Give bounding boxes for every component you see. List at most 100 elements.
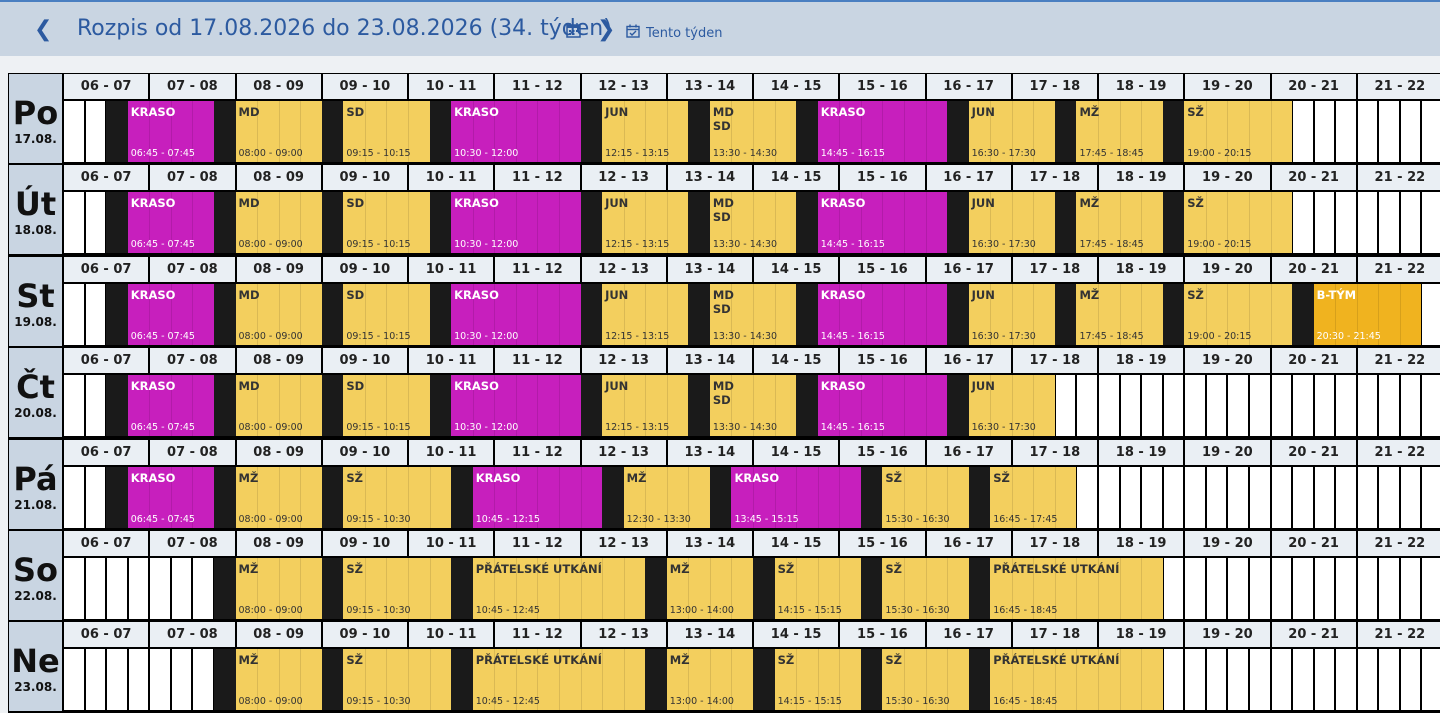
free-slot[interactable] — [1293, 467, 1313, 528]
booking-block[interactable]: MD SD 13:30 - 14:30 — [709, 192, 797, 253]
free-slot[interactable] — [1314, 101, 1335, 162]
booking-block[interactable]: KRASO 14:45 - 16:15 — [817, 284, 948, 345]
booking-block[interactable]: SD 09:15 - 10:15 — [343, 192, 430, 253]
free-slot[interactable] — [64, 284, 84, 345]
booking-block[interactable]: KRASO 10:45 - 12:15 — [472, 467, 603, 528]
booking-block[interactable]: MŽ 17:45 - 18:45 — [1076, 101, 1163, 162]
booking-block[interactable]: JUN 12:15 - 13:15 — [602, 284, 689, 345]
free-slot[interactable] — [1357, 375, 1378, 436]
booking-block[interactable]: SŽ 14:15 - 15:15 — [774, 649, 861, 710]
free-slot[interactable] — [107, 558, 127, 619]
free-slot[interactable] — [85, 649, 106, 710]
booking-block[interactable]: KRASO 10:30 - 12:00 — [451, 192, 581, 253]
free-slot[interactable] — [1357, 192, 1378, 253]
free-slot[interactable] — [1293, 558, 1313, 619]
booking-block[interactable]: SŽ 19:00 - 20:15 — [1184, 192, 1293, 253]
free-slot[interactable] — [1379, 649, 1399, 710]
free-slot[interactable] — [1336, 558, 1356, 619]
booking-block[interactable]: MŽ 17:45 - 18:45 — [1076, 284, 1163, 345]
free-slot[interactable] — [171, 558, 192, 619]
booking-block[interactable]: MŽ 17:45 - 18:45 — [1076, 192, 1163, 253]
booking-block[interactable]: SŽ 15:30 - 16:30 — [882, 467, 969, 528]
free-slot[interactable] — [1249, 649, 1270, 710]
free-slot[interactable] — [1314, 558, 1335, 619]
free-slot[interactable] — [64, 467, 84, 528]
free-slot[interactable] — [1400, 101, 1421, 162]
free-slot[interactable] — [1400, 649, 1421, 710]
free-slot[interactable] — [1228, 467, 1248, 528]
free-slot[interactable] — [1185, 467, 1205, 528]
booking-block[interactable]: KRASO 06:45 - 07:45 — [127, 467, 214, 528]
free-slot[interactable] — [1379, 467, 1399, 528]
booking-block[interactable]: MŽ 13:00 - 14:00 — [666, 558, 753, 619]
free-slot[interactable] — [1163, 375, 1184, 436]
free-slot[interactable] — [64, 101, 84, 162]
free-slot[interactable] — [1271, 375, 1292, 436]
booking-block[interactable]: JUN 16:30 - 17:30 — [968, 284, 1055, 345]
free-slot[interactable] — [1228, 558, 1248, 619]
free-slot[interactable] — [1422, 284, 1440, 345]
free-slot[interactable] — [1099, 375, 1119, 436]
free-slot[interactable] — [1314, 375, 1335, 436]
free-slot[interactable] — [1336, 192, 1356, 253]
free-slot[interactable] — [1314, 649, 1335, 710]
free-slot[interactable] — [107, 649, 127, 710]
free-slot[interactable] — [1120, 375, 1141, 436]
booking-block[interactable]: SD 09:15 - 10:15 — [343, 375, 430, 436]
free-slot[interactable] — [1185, 649, 1205, 710]
free-slot[interactable] — [1400, 467, 1421, 528]
booking-block[interactable]: MD SD 13:30 - 14:30 — [709, 375, 797, 436]
booking-block[interactable]: KRASO 14:45 - 16:15 — [817, 192, 948, 253]
booking-block[interactable]: KRASO 10:30 - 12:00 — [451, 284, 581, 345]
free-slot[interactable] — [1379, 375, 1399, 436]
free-slot[interactable] — [1379, 558, 1399, 619]
free-slot[interactable] — [1249, 558, 1270, 619]
booking-block[interactable]: MD SD 13:30 - 14:30 — [709, 284, 797, 345]
free-slot[interactable] — [1422, 375, 1440, 436]
free-slot[interactable] — [1142, 467, 1162, 528]
booking-block[interactable]: SŽ 16:45 - 17:45 — [990, 467, 1077, 528]
free-slot[interactable] — [1357, 467, 1378, 528]
booking-block[interactable]: KRASO 14:45 - 16:15 — [817, 101, 948, 162]
free-slot[interactable] — [1271, 467, 1292, 528]
this-week-button[interactable]: Tento týden — [626, 24, 722, 42]
free-slot[interactable] — [64, 375, 84, 436]
booking-block[interactable]: PŘÁTELSKÉ UTKÁNÍ 16:45 - 18:45 — [990, 649, 1163, 710]
free-slot[interactable] — [64, 558, 84, 619]
free-slot[interactable] — [1163, 649, 1184, 710]
booking-block[interactable]: KRASO 06:45 - 07:45 — [127, 284, 214, 345]
free-slot[interactable] — [1422, 192, 1440, 253]
free-slot[interactable] — [1206, 467, 1227, 528]
booking-block[interactable]: SŽ 09:15 - 10:30 — [343, 558, 452, 619]
free-slot[interactable] — [1163, 467, 1184, 528]
free-slot[interactable] — [85, 101, 106, 162]
free-slot[interactable] — [1055, 375, 1076, 436]
free-slot[interactable] — [1077, 375, 1097, 436]
free-slot[interactable] — [1314, 192, 1335, 253]
booking-block[interactable]: MD SD 13:30 - 14:30 — [709, 101, 797, 162]
free-slot[interactable] — [1185, 558, 1205, 619]
free-slot[interactable] — [1293, 101, 1313, 162]
free-slot[interactable] — [1357, 558, 1378, 619]
free-slot[interactable] — [85, 375, 106, 436]
free-slot[interactable] — [1400, 192, 1421, 253]
booking-block[interactable]: SŽ 09:15 - 10:30 — [343, 467, 452, 528]
free-slot[interactable] — [1206, 558, 1227, 619]
free-slot[interactable] — [150, 558, 170, 619]
free-slot[interactable] — [1271, 649, 1292, 710]
free-slot[interactable] — [64, 649, 84, 710]
free-slot[interactable] — [85, 192, 106, 253]
free-slot[interactable] — [85, 284, 106, 345]
free-slot[interactable] — [1400, 375, 1421, 436]
free-slot[interactable] — [1271, 558, 1292, 619]
booking-block[interactable]: PŘÁTELSKÉ UTKÁNÍ 10:45 - 12:45 — [472, 558, 646, 619]
free-slot[interactable] — [1379, 192, 1399, 253]
booking-block[interactable]: MŽ 08:00 - 09:00 — [235, 649, 322, 710]
free-slot[interactable] — [128, 649, 149, 710]
free-slot[interactable] — [1206, 375, 1227, 436]
booking-block[interactable]: PŘÁTELSKÉ UTKÁNÍ 10:45 - 12:45 — [472, 649, 646, 710]
free-slot[interactable] — [1400, 558, 1421, 619]
booking-block[interactable]: KRASO 06:45 - 07:45 — [127, 192, 214, 253]
booking-block[interactable]: SD 09:15 - 10:15 — [343, 101, 430, 162]
free-slot[interactable] — [1336, 375, 1356, 436]
